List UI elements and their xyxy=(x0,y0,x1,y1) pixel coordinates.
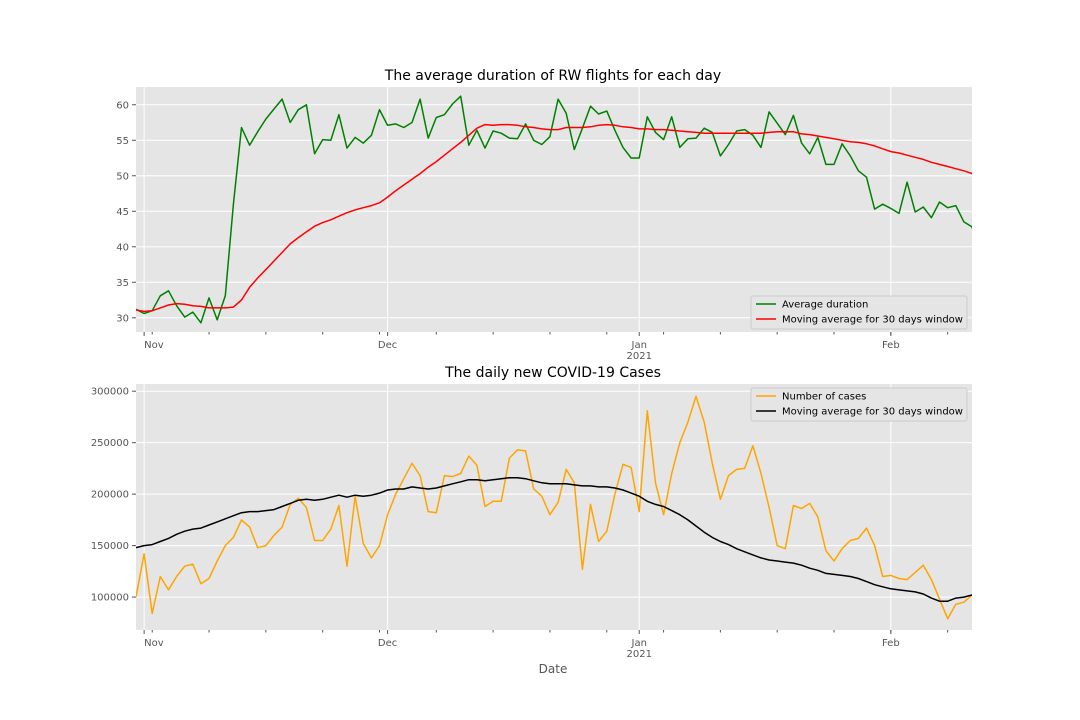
plot-background xyxy=(136,384,972,630)
series-lines xyxy=(136,395,972,620)
legend: Number of cases Moving average for 30 day… xyxy=(750,387,968,422)
legend-label: Moving average for 30 days window xyxy=(782,407,963,418)
x-tick-label: Dec xyxy=(378,340,397,351)
y-tick-label: 150000 xyxy=(91,541,129,552)
legend-label: Average duration xyxy=(782,300,868,311)
y-ticks: 100000 150000 200000 250000 300000 xyxy=(91,387,136,604)
y-tick-label: 250000 xyxy=(91,438,129,449)
x-tick-label: Feb xyxy=(882,340,900,351)
x-tick-label: Nov xyxy=(144,340,164,351)
legend-box xyxy=(750,295,968,330)
legend-label: Moving average for 30 days window xyxy=(782,315,963,326)
x-axis-label: Date xyxy=(539,662,568,676)
grid xyxy=(136,87,972,332)
x-tick-label: Jan xyxy=(631,340,647,351)
chart-title: The average duration of RW flights for e… xyxy=(384,68,721,84)
y-tick-label: 60 xyxy=(116,100,129,111)
y-tick-label: 40 xyxy=(116,242,129,253)
chart-title: The daily new COVID-19 Cases xyxy=(444,365,661,381)
series-lines xyxy=(136,95,972,324)
series-line-0 xyxy=(136,395,972,620)
x-tick-sublabel: 2021 xyxy=(626,351,651,362)
x-tick-sublabel: 2021 xyxy=(626,649,651,660)
y-tick-label: 30 xyxy=(116,313,129,324)
y-tick-label: 300000 xyxy=(91,387,129,398)
y-tick-label: 200000 xyxy=(91,490,129,501)
y-ticks: 30 35 40 45 50 55 60 xyxy=(116,100,136,324)
legend-label: Number of cases xyxy=(782,392,866,403)
legend: Average duration Moving average for 30 da… xyxy=(750,295,968,330)
x-tick-label: Dec xyxy=(378,638,397,649)
y-tick-label: 45 xyxy=(116,207,129,218)
x-tick-label: Jan xyxy=(631,638,647,649)
y-tick-label: 35 xyxy=(116,278,129,289)
y-tick-label: 100000 xyxy=(91,593,129,604)
y-tick-label: 55 xyxy=(116,136,129,147)
x-tick-label: Feb xyxy=(882,638,900,649)
legend-box xyxy=(750,387,968,422)
plot-background xyxy=(136,87,972,332)
chart-covid-cases: 100000 150000 200000 250000 300000 Nov Dec Jan… xyxy=(91,365,972,676)
series-line-0 xyxy=(136,95,972,324)
y-tick-label: 50 xyxy=(116,171,129,182)
x-tick-label: Nov xyxy=(144,638,164,649)
series-line-1 xyxy=(136,123,972,313)
series-line-1 xyxy=(136,476,972,602)
